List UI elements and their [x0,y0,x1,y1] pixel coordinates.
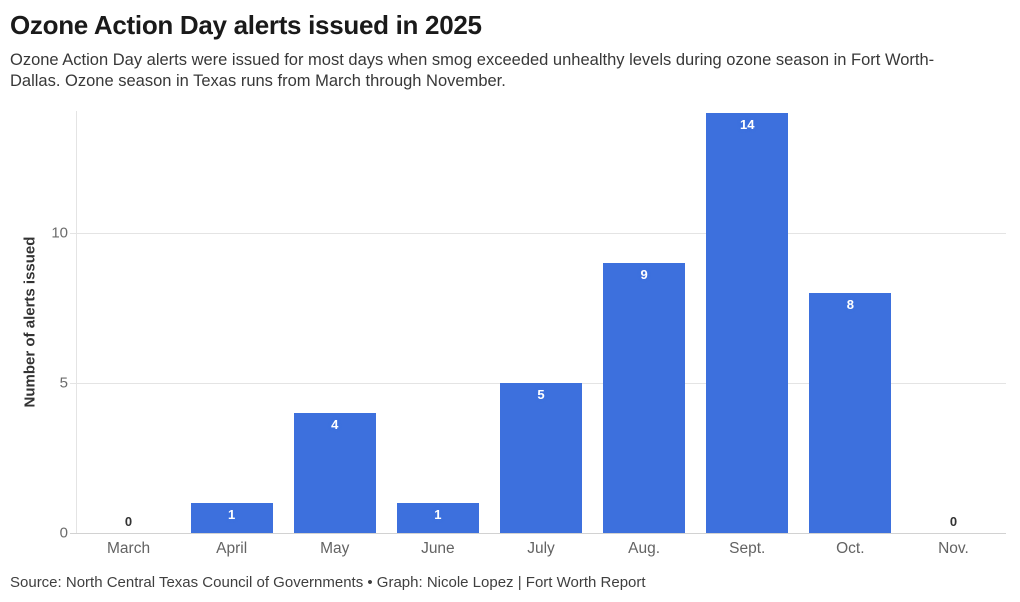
bar-value-label: 4 [331,417,339,432]
bar-value-label: 1 [434,507,442,522]
bar-value-label: 14 [739,117,755,132]
x-tick-label: Sept. [729,540,766,557]
bar-value-label: 9 [640,267,648,282]
bar-june [396,503,479,533]
x-tick-label: Oct. [836,540,865,557]
y-axis-line [76,111,77,533]
chart-title: Ozone Action Day alerts issued in 2025 [10,10,482,40]
x-tick-label: June [421,540,455,557]
x-tick-label: July [527,540,555,557]
y-tick-label: 0 [59,524,68,542]
bar-april [190,503,273,533]
bar-oct [809,293,892,533]
x-tick-label: March [107,540,151,557]
bar-aug [603,263,686,533]
bar-value-label: 5 [537,387,545,402]
source-credit: Source: North Central Texas Council of G… [10,574,646,591]
x-tick-label: Nov. [938,540,969,557]
y-gridline [70,233,1006,234]
x-tick-label: May [320,540,350,557]
bar-value-label: 1 [228,507,236,522]
bar-sept [706,113,789,533]
y-tick-label: 5 [59,374,68,392]
x-tick-label: Aug. [628,540,661,557]
bar-july [500,383,582,533]
bar-value-label: 0 [124,514,133,529]
y-tick-label: 10 [51,224,68,242]
bar-value-label: 0 [949,514,958,529]
x-tick-label: April [216,540,248,557]
bar-may [293,413,376,533]
x-axis-baseline [70,533,1006,534]
bar-value-label: 8 [846,297,854,312]
chart-subtitle: Ozone Action Day alerts were issued for … [10,51,935,90]
